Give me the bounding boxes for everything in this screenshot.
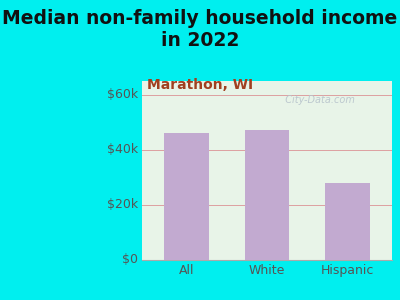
- Text: $0: $0: [122, 253, 138, 266]
- Text: $20k: $20k: [107, 198, 138, 211]
- Text: $60k: $60k: [107, 88, 138, 101]
- Text: Marathon, WI: Marathon, WI: [147, 78, 253, 92]
- Bar: [164, 133, 208, 260]
- Text: $40k: $40k: [107, 143, 138, 156]
- Bar: [245, 130, 289, 260]
- Text: City-Data.com: City-Data.com: [279, 95, 355, 105]
- Text: Median non-family household income
in 2022: Median non-family household income in 20…: [2, 9, 398, 50]
- Bar: [326, 183, 370, 260]
